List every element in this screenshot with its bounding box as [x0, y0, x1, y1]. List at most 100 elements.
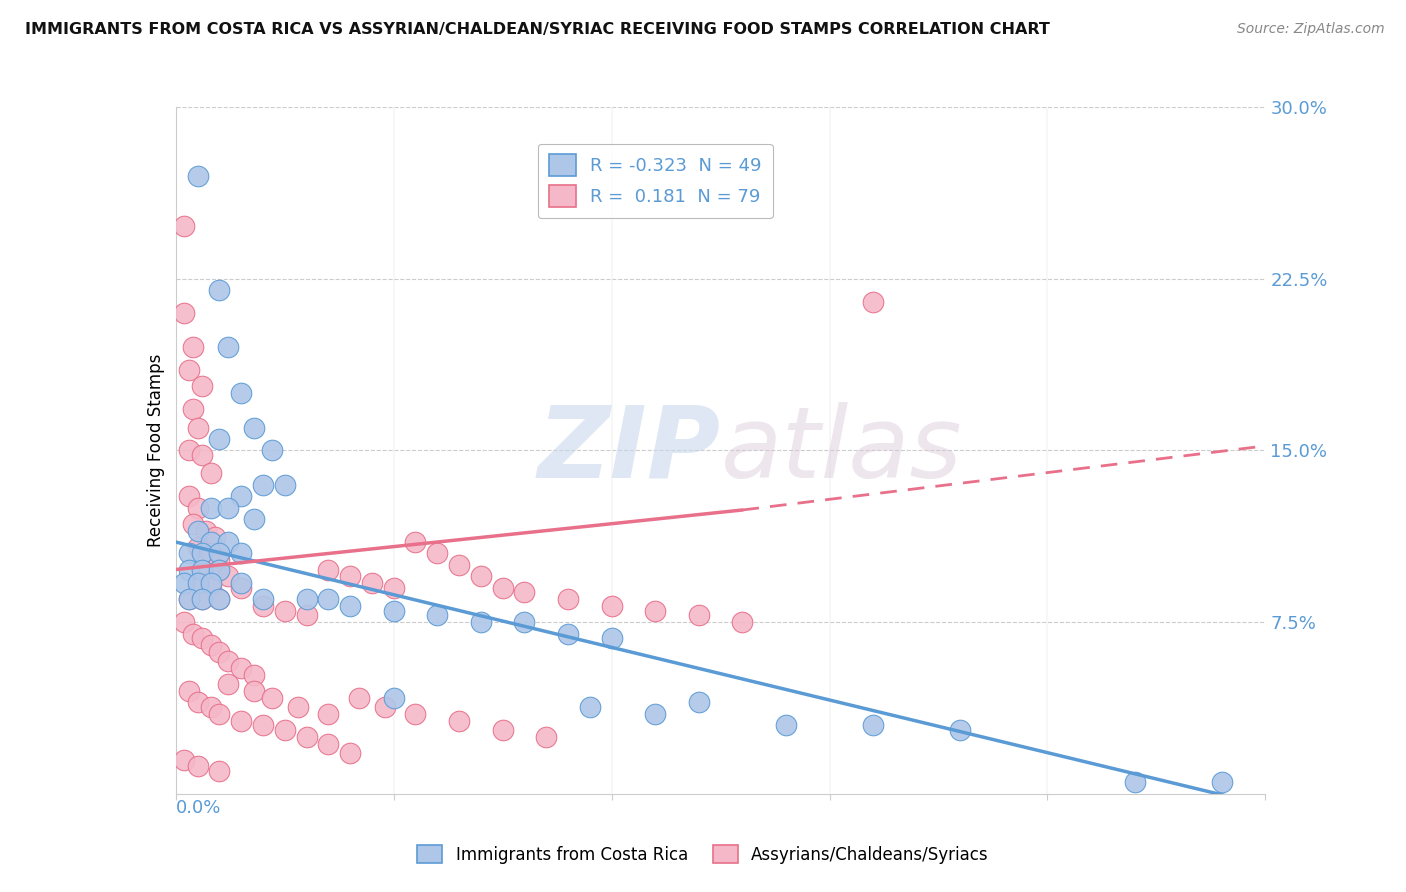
Point	[208, 546, 231, 561]
Point	[274, 604, 297, 618]
Point	[287, 699, 309, 714]
Point	[186, 581, 209, 595]
Point	[470, 569, 492, 583]
Point	[173, 576, 195, 591]
Point	[274, 478, 297, 492]
Point	[382, 581, 405, 595]
Point	[208, 592, 231, 607]
Point	[200, 535, 222, 549]
Point	[557, 592, 579, 607]
Point	[208, 764, 231, 778]
Point	[339, 599, 361, 614]
Point	[200, 546, 222, 561]
Point	[318, 592, 340, 607]
Point	[470, 615, 492, 630]
Point	[231, 489, 253, 503]
Point	[177, 363, 200, 377]
Point	[200, 500, 222, 515]
Point	[688, 695, 710, 709]
Point	[243, 668, 266, 682]
Point	[318, 737, 340, 751]
Point	[191, 379, 214, 393]
Point	[1123, 775, 1146, 789]
Point	[186, 759, 209, 773]
Point	[492, 723, 515, 737]
Point	[191, 448, 214, 462]
Point	[243, 683, 266, 698]
Point	[177, 443, 200, 458]
Point	[191, 546, 214, 561]
Point	[252, 478, 274, 492]
Point	[231, 661, 253, 675]
Point	[173, 753, 195, 767]
Point	[191, 592, 214, 607]
Point	[644, 706, 666, 721]
Point	[200, 467, 222, 481]
Point	[426, 546, 449, 561]
Point	[208, 645, 231, 659]
Point	[195, 524, 218, 538]
Point	[374, 699, 396, 714]
Point	[208, 553, 231, 567]
Point	[513, 585, 536, 599]
Point	[217, 535, 239, 549]
Point	[260, 443, 283, 458]
Point	[231, 386, 253, 401]
Point	[231, 546, 253, 561]
Text: Source: ZipAtlas.com: Source: ZipAtlas.com	[1237, 22, 1385, 37]
Point	[295, 730, 318, 744]
Point	[208, 562, 231, 576]
Point	[173, 219, 195, 233]
Point	[243, 512, 266, 526]
Point	[339, 746, 361, 760]
Point	[177, 592, 200, 607]
Legend: Immigrants from Costa Rica, Assyrians/Chaldeans/Syriacs: Immigrants from Costa Rica, Assyrians/Ch…	[411, 838, 995, 871]
Point	[208, 432, 231, 446]
Point	[191, 562, 214, 576]
Point	[191, 631, 214, 645]
Point	[862, 718, 884, 732]
Point	[200, 576, 222, 591]
Point	[688, 608, 710, 623]
Point	[186, 420, 209, 434]
Point	[492, 581, 515, 595]
Point	[200, 581, 222, 595]
Point	[173, 306, 195, 320]
Point	[181, 626, 204, 640]
Point	[252, 592, 274, 607]
Point	[405, 706, 427, 721]
Point	[318, 706, 340, 721]
Point	[191, 562, 214, 576]
Point	[181, 340, 204, 354]
Point	[186, 540, 209, 554]
Point	[208, 283, 231, 297]
Legend: R = -0.323  N = 49, R =  0.181  N = 79: R = -0.323 N = 49, R = 0.181 N = 79	[538, 144, 772, 219]
Point	[217, 569, 239, 583]
Point	[231, 581, 253, 595]
Point	[775, 718, 797, 732]
Point	[949, 723, 972, 737]
Point	[600, 631, 623, 645]
Point	[217, 677, 239, 691]
Point	[243, 420, 266, 434]
Point	[513, 615, 536, 630]
Point	[186, 695, 209, 709]
Point	[181, 402, 204, 417]
Point	[339, 569, 361, 583]
Point	[360, 576, 382, 591]
Point	[426, 608, 449, 623]
Point	[600, 599, 623, 614]
Y-axis label: Receiving Food Stamps: Receiving Food Stamps	[146, 354, 165, 547]
Point	[186, 169, 209, 183]
Point	[644, 604, 666, 618]
Point	[318, 562, 340, 576]
Point	[405, 535, 427, 549]
Point	[200, 638, 222, 652]
Point	[557, 626, 579, 640]
Point	[1211, 775, 1233, 789]
Point	[177, 562, 200, 576]
Point	[862, 294, 884, 309]
Point	[382, 604, 405, 618]
Point	[208, 562, 231, 576]
Point	[177, 546, 200, 561]
